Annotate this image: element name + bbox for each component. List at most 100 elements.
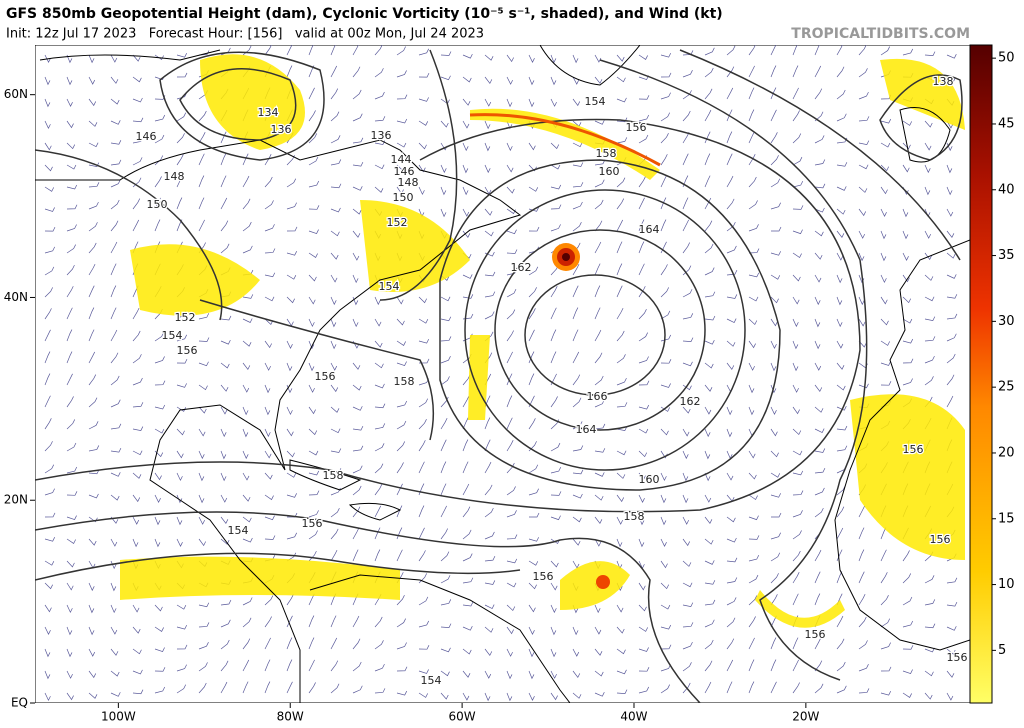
wind-barb xyxy=(66,515,77,520)
wind-barb xyxy=(682,582,693,588)
wind-barb xyxy=(880,142,891,148)
wind-barb xyxy=(638,428,649,434)
wind-barb xyxy=(726,577,738,584)
wind-barb xyxy=(286,637,293,650)
wind-barb xyxy=(176,383,187,388)
wind-barb xyxy=(924,274,934,281)
wind-barb xyxy=(594,604,601,614)
wind-barb xyxy=(418,440,426,452)
wind-barb xyxy=(44,418,52,430)
wind-barb xyxy=(704,660,713,672)
wind-barb xyxy=(484,164,491,174)
wind-barb xyxy=(462,553,473,562)
wind-barb xyxy=(506,648,513,657)
wind-barb xyxy=(176,406,187,412)
wind-barb xyxy=(748,200,758,210)
wind-barb xyxy=(594,538,602,547)
wind-barb xyxy=(858,208,867,217)
wind-barb xyxy=(286,681,293,694)
wind-barb xyxy=(308,406,316,415)
wind-barb xyxy=(66,120,74,129)
wind-barb xyxy=(66,560,75,568)
wind-barb xyxy=(110,76,119,84)
wind-barb xyxy=(440,356,451,364)
wind-barb xyxy=(110,399,121,408)
wind-barb xyxy=(462,529,472,540)
wind-barb xyxy=(836,340,844,349)
wind-barb xyxy=(418,419,427,430)
wind-barb xyxy=(352,318,359,328)
wind-barb xyxy=(594,76,603,84)
wind-barb xyxy=(528,308,536,320)
wind-barb xyxy=(528,287,537,298)
wind-barb xyxy=(198,472,205,482)
wind-barb xyxy=(440,75,451,81)
wind-barb xyxy=(638,241,645,254)
wind-barb xyxy=(880,208,887,217)
wind-barb xyxy=(132,472,142,479)
wind-barb xyxy=(506,120,513,130)
wind-barb xyxy=(44,54,51,63)
wind-barb xyxy=(462,439,469,452)
wind-barb xyxy=(44,464,55,474)
wind-barb xyxy=(352,445,364,452)
wind-barb xyxy=(550,515,561,521)
wind-barb xyxy=(44,441,53,452)
wind-barb xyxy=(660,154,668,166)
wind-barb xyxy=(440,483,447,496)
wind-barb xyxy=(616,626,625,634)
wind-barb xyxy=(902,596,913,606)
wind-barb xyxy=(748,45,756,56)
wind-barb xyxy=(726,340,736,347)
wind-barb xyxy=(748,65,755,78)
wind-barb xyxy=(572,692,582,699)
wind-barb xyxy=(308,428,318,436)
wind-barb xyxy=(484,76,493,85)
wind-barb xyxy=(66,204,78,210)
wind-barb xyxy=(770,318,778,327)
wind-barb xyxy=(858,140,870,146)
wind-barb xyxy=(154,155,164,166)
wind-barb xyxy=(220,406,228,415)
wind-barb xyxy=(66,396,74,408)
wind-barb xyxy=(616,450,627,456)
wind-barb xyxy=(462,461,469,474)
wind-barb xyxy=(506,351,513,364)
wind-barb xyxy=(946,252,956,259)
wind-barb xyxy=(264,296,275,302)
wind-barb xyxy=(352,527,360,540)
wind-barb xyxy=(924,647,935,653)
wind-barb xyxy=(814,683,824,694)
wind-barb xyxy=(770,573,779,584)
wind-barb xyxy=(176,334,188,342)
wind-barb xyxy=(154,134,165,144)
wind-barb xyxy=(924,164,931,174)
wind-barb xyxy=(902,358,914,364)
wind-barb xyxy=(726,66,735,78)
wind-barb xyxy=(132,669,143,675)
wind-barb xyxy=(770,450,779,458)
wind-barb xyxy=(660,516,667,526)
wind-barb xyxy=(528,164,537,172)
wind-barb xyxy=(154,114,166,122)
wind-barb xyxy=(220,315,232,321)
wind-barb xyxy=(374,186,384,193)
wind-barb xyxy=(638,380,650,386)
wind-barb xyxy=(616,307,624,320)
wind-barb xyxy=(814,274,822,283)
wind-barb xyxy=(484,120,491,130)
wind-barb xyxy=(770,493,781,498)
wind-barb xyxy=(154,54,164,61)
wind-barb xyxy=(572,201,583,210)
wind-barb xyxy=(946,670,955,678)
wind-barb xyxy=(770,178,781,188)
wind-barb xyxy=(154,428,165,434)
wind-barb xyxy=(902,48,914,56)
wind-barb xyxy=(308,133,318,144)
wind-barb xyxy=(616,538,623,548)
wind-barb xyxy=(704,243,714,254)
wind-barb xyxy=(286,428,294,437)
wind-barb xyxy=(528,186,539,192)
wind-barb xyxy=(924,336,936,342)
